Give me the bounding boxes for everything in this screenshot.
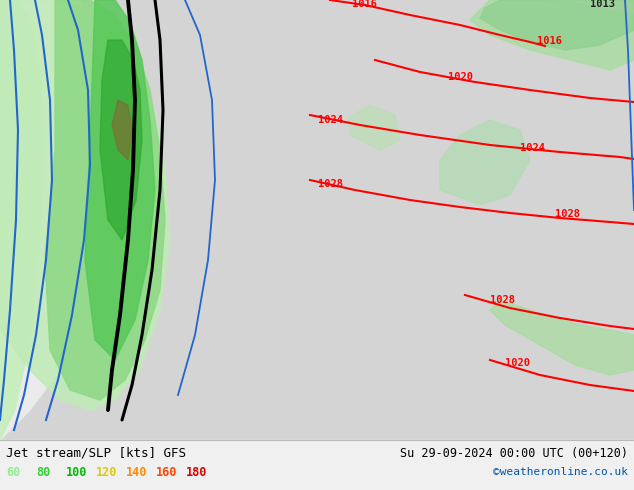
Polygon shape xyxy=(0,0,45,440)
Polygon shape xyxy=(480,0,634,50)
Polygon shape xyxy=(100,40,142,240)
Text: 100: 100 xyxy=(66,466,87,479)
Text: 1020: 1020 xyxy=(505,358,530,368)
Polygon shape xyxy=(470,0,634,70)
Polygon shape xyxy=(45,0,165,400)
Polygon shape xyxy=(440,120,530,205)
Text: 120: 120 xyxy=(96,466,117,479)
Polygon shape xyxy=(348,105,400,150)
Text: 160: 160 xyxy=(156,466,178,479)
Text: 1013: 1013 xyxy=(590,0,615,9)
Text: Su 29-09-2024 00:00 UTC (00+120): Su 29-09-2024 00:00 UTC (00+120) xyxy=(400,446,628,460)
Text: 1024: 1024 xyxy=(318,115,343,125)
Text: ©weatheronline.co.uk: ©weatheronline.co.uk xyxy=(493,467,628,477)
Text: 1016: 1016 xyxy=(352,0,377,9)
Text: 1024: 1024 xyxy=(520,143,545,153)
Polygon shape xyxy=(112,100,132,160)
Text: Jet stream/SLP [kts] GFS: Jet stream/SLP [kts] GFS xyxy=(6,446,186,460)
Text: 1028: 1028 xyxy=(318,179,343,189)
Polygon shape xyxy=(0,0,170,410)
Polygon shape xyxy=(0,0,110,440)
Text: 180: 180 xyxy=(186,466,207,479)
Text: 140: 140 xyxy=(126,466,147,479)
Polygon shape xyxy=(85,0,155,360)
Text: 1028: 1028 xyxy=(490,295,515,305)
Text: 60: 60 xyxy=(6,466,20,479)
Polygon shape xyxy=(490,300,634,375)
Text: 80: 80 xyxy=(36,466,50,479)
Text: 1020: 1020 xyxy=(448,72,473,82)
Text: 1016: 1016 xyxy=(537,36,562,46)
Text: 1028: 1028 xyxy=(555,209,580,219)
